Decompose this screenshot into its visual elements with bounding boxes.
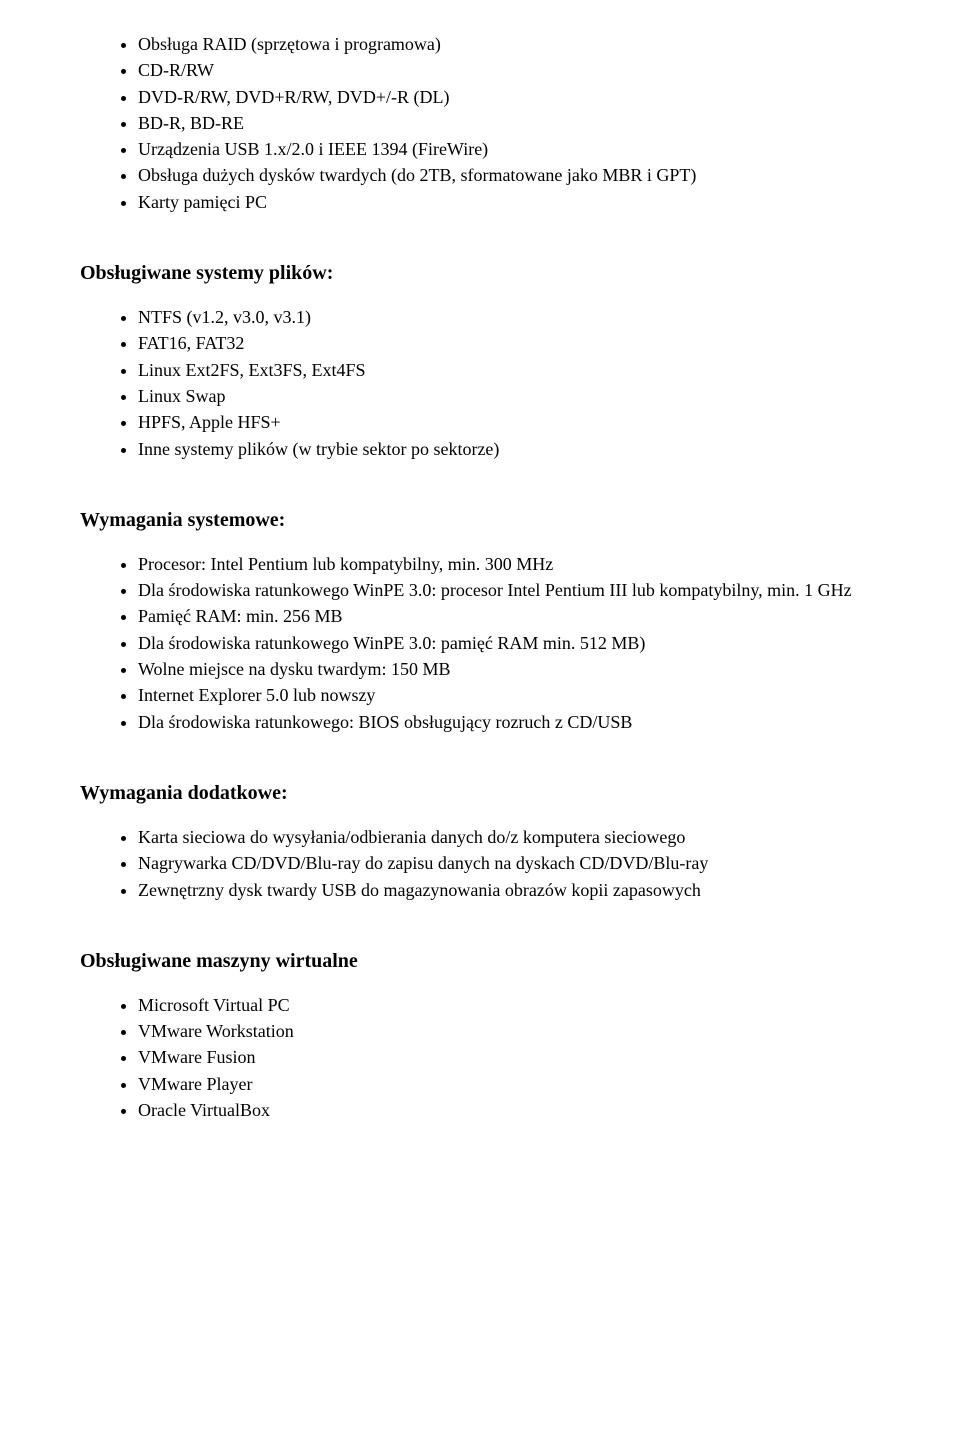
system-req-list: Procesor: Intel Pentium lub kompatybilny… [80,552,880,734]
list-item: Urządzenia USB 1.x/2.0 i IEEE 1394 (Fire… [138,137,880,161]
list-item: Pamięć RAM: min. 256 MB [138,604,880,628]
vm-list: Microsoft Virtual PC VMware Workstation … [80,993,880,1122]
list-item: Oracle VirtualBox [138,1098,880,1122]
list-item: BD-R, BD-RE [138,111,880,135]
filesystems-section: Obsługiwane systemy plików: NTFS (v1.2, … [80,260,880,461]
list-item: Wolne miejsce na dysku twardym: 150 MB [138,657,880,681]
list-item: Internet Explorer 5.0 lub nowszy [138,683,880,707]
list-item: VMware Player [138,1072,880,1096]
vm-title: Obsługiwane maszyny wirtualne [80,948,880,975]
list-item: VMware Workstation [138,1019,880,1043]
list-item: Inne systemy plików (w trybie sektor po … [138,437,880,461]
list-item: Linux Swap [138,384,880,408]
list-item: FAT16, FAT32 [138,331,880,355]
storage-list: Obsługa RAID (sprzętowa i programowa) CD… [80,32,880,214]
list-item: Dla środowiska ratunkowego WinPE 3.0: pa… [138,631,880,655]
additional-req-section: Wymagania dodatkowe: Karta sieciowa do w… [80,780,880,902]
list-item: Karty pamięci PC [138,190,880,214]
additional-req-list: Karta sieciowa do wysyłania/odbierania d… [80,825,880,902]
list-item: CD-R/RW [138,58,880,82]
system-req-title: Wymagania systemowe: [80,507,880,534]
system-req-section: Wymagania systemowe: Procesor: Intel Pen… [80,507,880,734]
list-item: Dla środowiska ratunkowego WinPE 3.0: pr… [138,578,880,602]
list-item: Obsługa dużych dysków twardych (do 2TB, … [138,163,880,187]
list-item: HPFS, Apple HFS+ [138,410,880,434]
filesystems-list: NTFS (v1.2, v3.0, v3.1) FAT16, FAT32 Lin… [80,305,880,461]
filesystems-title: Obsługiwane systemy plików: [80,260,880,287]
list-item: Zewnętrzny dysk twardy USB do magazynowa… [138,878,880,902]
list-item: VMware Fusion [138,1045,880,1069]
additional-req-title: Wymagania dodatkowe: [80,780,880,807]
vm-section: Obsługiwane maszyny wirtualne Microsoft … [80,948,880,1122]
list-item: Nagrywarka CD/DVD/Blu-ray do zapisu dany… [138,851,880,875]
list-item: Dla środowiska ratunkowego: BIOS obsługu… [138,710,880,734]
list-item: Procesor: Intel Pentium lub kompatybilny… [138,552,880,576]
list-item: Linux Ext2FS, Ext3FS, Ext4FS [138,358,880,382]
list-item: DVD-R/RW, DVD+R/RW, DVD+/-R (DL) [138,85,880,109]
list-item: Karta sieciowa do wysyłania/odbierania d… [138,825,880,849]
list-item: Obsługa RAID (sprzętowa i programowa) [138,32,880,56]
list-item: Microsoft Virtual PC [138,993,880,1017]
list-item: NTFS (v1.2, v3.0, v3.1) [138,305,880,329]
